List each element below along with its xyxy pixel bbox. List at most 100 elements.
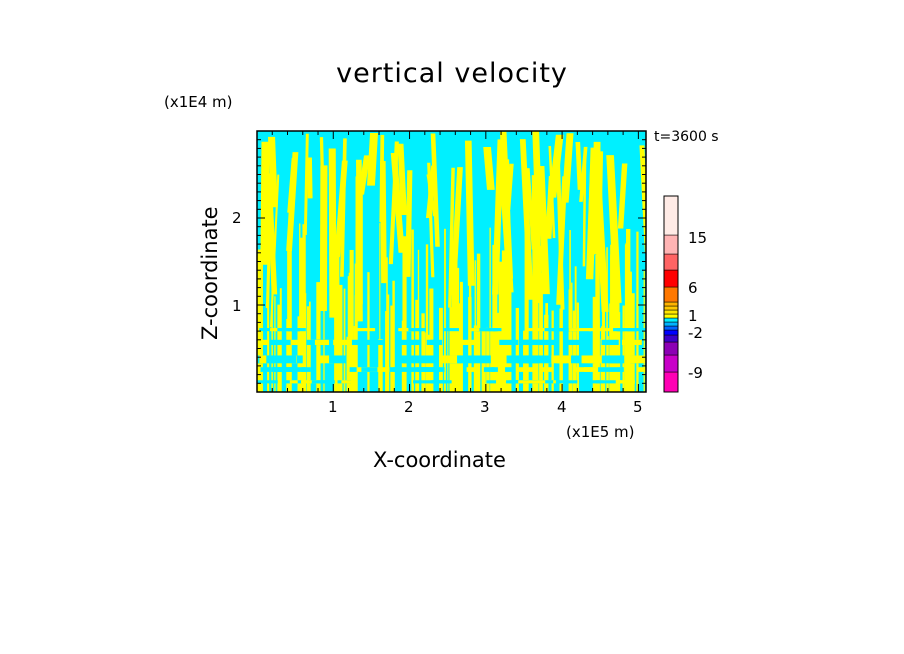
colorbar-segment	[663, 253, 679, 271]
surface-band	[413, 380, 423, 384]
plume	[415, 299, 419, 392]
surface-band	[472, 355, 491, 364]
surface-band	[314, 339, 330, 346]
surface-band	[408, 339, 419, 346]
plume	[340, 138, 347, 277]
plume	[545, 176, 555, 239]
plume	[492, 139, 504, 295]
colorbar-segment	[663, 354, 679, 373]
plume	[495, 312, 500, 392]
surface-band	[259, 328, 272, 332]
surface-band	[545, 380, 554, 384]
surface-band	[290, 339, 299, 346]
colorbar-segment	[663, 317, 679, 323]
plume	[515, 307, 519, 392]
plume	[595, 254, 600, 392]
surface-band	[519, 367, 538, 372]
plume	[426, 174, 436, 217]
plume	[334, 277, 336, 392]
surface-band	[400, 328, 414, 332]
plume	[304, 231, 306, 392]
plume	[524, 226, 529, 392]
surface-band	[364, 339, 384, 346]
surface-band	[271, 367, 295, 372]
plume	[379, 134, 385, 223]
colorbar-segment	[663, 371, 679, 393]
colorbar-segment	[663, 341, 679, 356]
surface-band	[441, 355, 458, 364]
plume	[601, 338, 606, 392]
plume	[257, 249, 261, 392]
surface-band	[520, 339, 544, 346]
plume	[531, 175, 541, 303]
plume	[483, 147, 495, 190]
surface-band	[335, 339, 343, 346]
surface-band	[260, 367, 271, 372]
surface-band	[289, 380, 298, 384]
surface-band	[479, 328, 499, 332]
plume	[297, 316, 302, 392]
plume	[390, 152, 405, 253]
surface-band	[552, 328, 570, 332]
plume	[501, 250, 506, 392]
colorbar-segment	[663, 325, 679, 331]
plume	[609, 303, 611, 392]
surface-band	[301, 380, 318, 384]
surface-band	[269, 339, 295, 346]
plume	[544, 314, 549, 392]
surface-band	[268, 355, 287, 364]
surface-band	[259, 339, 271, 346]
plume	[504, 285, 508, 392]
surface-band	[558, 380, 578, 384]
plume	[346, 336, 351, 392]
surface-band	[413, 355, 435, 364]
colorbar-segment	[663, 309, 679, 315]
surface-band	[556, 355, 574, 364]
colorbar-segment	[663, 313, 679, 319]
surface-band	[604, 328, 615, 332]
plume	[498, 261, 503, 392]
colorbar-segment	[663, 286, 679, 303]
surface-band	[568, 328, 592, 332]
plume	[306, 306, 309, 392]
plume	[539, 272, 543, 392]
x-tick-label: 1	[328, 398, 338, 416]
plume	[268, 136, 278, 208]
surface-band	[506, 355, 523, 364]
y-tick-label: 1	[232, 297, 242, 315]
plume	[411, 303, 413, 392]
plume	[602, 263, 605, 392]
surface-band	[518, 380, 541, 384]
surface-band	[457, 339, 477, 346]
surface-band	[422, 380, 448, 384]
plume	[397, 143, 407, 215]
colorbar-segment	[663, 269, 679, 288]
surface-band	[410, 367, 429, 372]
plume	[323, 254, 325, 392]
plume	[260, 141, 270, 265]
x-unit-label: (x1E5 m)	[566, 423, 635, 441]
y-axis-label: Z-coordinate	[198, 206, 222, 340]
plume	[639, 145, 646, 253]
plume	[451, 272, 456, 392]
surface-band	[402, 355, 410, 364]
plume	[261, 231, 263, 392]
plume	[367, 272, 370, 392]
plume	[464, 140, 475, 286]
plume	[572, 310, 576, 392]
plume	[556, 176, 568, 305]
plume	[308, 301, 311, 392]
surface-band	[483, 367, 495, 372]
surface-band	[624, 355, 646, 364]
plume	[299, 237, 305, 392]
colorbar-tick-label: 1	[688, 307, 698, 325]
y-unit-label: (x1E4 m)	[164, 93, 233, 111]
surface-band	[288, 367, 306, 372]
colorbar-segment	[663, 329, 679, 336]
plume	[607, 336, 609, 392]
plume	[613, 302, 618, 392]
surface-band	[595, 380, 616, 384]
plume	[316, 282, 321, 392]
velocity-field	[257, 131, 646, 392]
surface-band	[526, 328, 545, 332]
